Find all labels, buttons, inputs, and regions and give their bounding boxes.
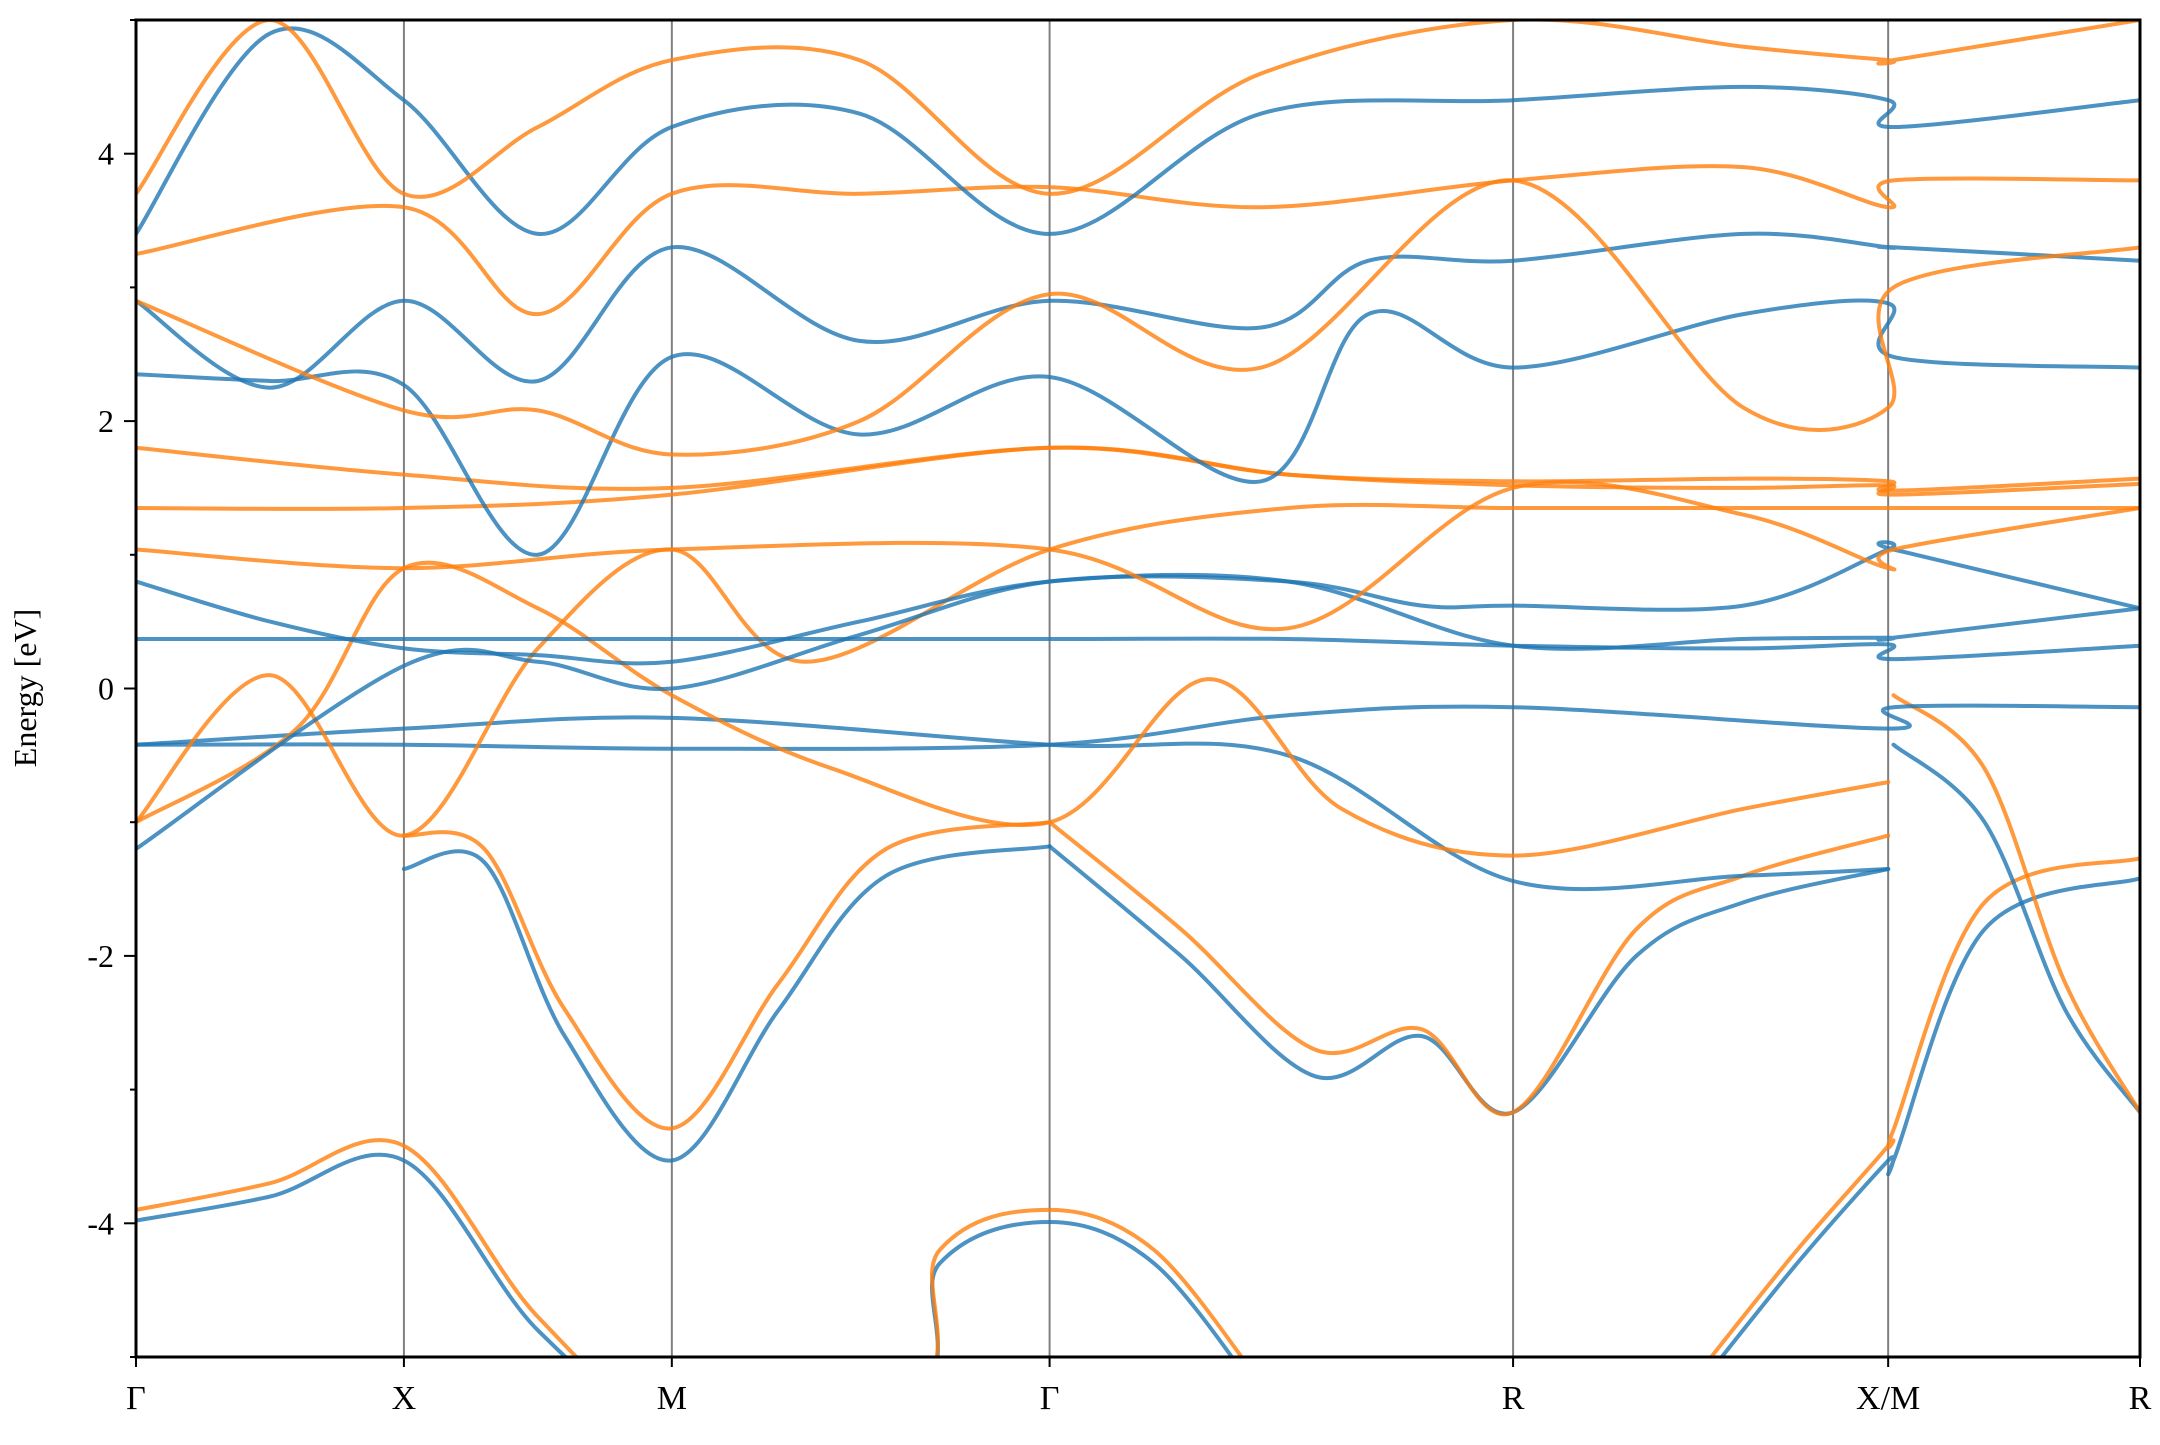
blue-band-line [136, 572, 2140, 666]
blue-band-line [930, 1220, 1235, 1357]
x-axis: Γ X M Γ R X/M R [126, 1357, 2152, 1417]
orange-band-line [136, 502, 2140, 838]
blue-band-line [136, 26, 2140, 236]
x-tick-label: M [657, 1380, 687, 1417]
y-tick-label: -2 [87, 938, 114, 974]
orange-band-line [136, 1138, 580, 1357]
y-tick-label: 4 [98, 136, 114, 172]
x-tick-label: X/M [1856, 1380, 1920, 1417]
blue-band-line [1891, 742, 2140, 1115]
x-tick-label: R [1502, 1380, 1525, 1417]
x-tick-label: X [392, 1380, 417, 1417]
x-tick-label: Γ [1040, 1380, 1060, 1417]
x-tick-label: Γ [126, 1380, 146, 1417]
blue-band-line [1719, 876, 2140, 1357]
y-tick-label: 0 [98, 671, 114, 707]
x-tick-label: R [2129, 1380, 2152, 1417]
orange-band-line [1891, 693, 2140, 1115]
orange-band-line [136, 445, 2140, 493]
blue-band-line [136, 540, 2140, 851]
y-tick-label: 2 [98, 403, 114, 439]
blue-band-line [136, 298, 2140, 557]
orange-band-line [401, 820, 1052, 1131]
blue-band-line [136, 1152, 569, 1357]
orange-band-line [1047, 820, 1891, 1117]
blue-band-line [401, 844, 1052, 1163]
blue-band-line [136, 231, 2140, 390]
y-axis-label: Energy [eV] [7, 609, 43, 767]
blue-band-line [136, 636, 2140, 662]
band-lines [136, 20, 2140, 1357]
orange-band-line [136, 178, 2140, 457]
orange-band-line [1708, 856, 2140, 1357]
blue-band-line [1047, 844, 1891, 1116]
y-axis: -4 -2 0 2 4 [87, 19, 136, 1358]
orange-band-line [136, 20, 2140, 199]
orange-band-line [136, 164, 2140, 317]
y-tick-label: -4 [87, 1205, 114, 1241]
orange-band-line [136, 480, 2140, 632]
blue-band-line [136, 715, 1891, 892]
orange-band-line [930, 1207, 1245, 1357]
orange-band-line [136, 560, 1891, 858]
high-symmetry-lines [402, 20, 1890, 1357]
blue-band-line [136, 703, 2140, 751]
